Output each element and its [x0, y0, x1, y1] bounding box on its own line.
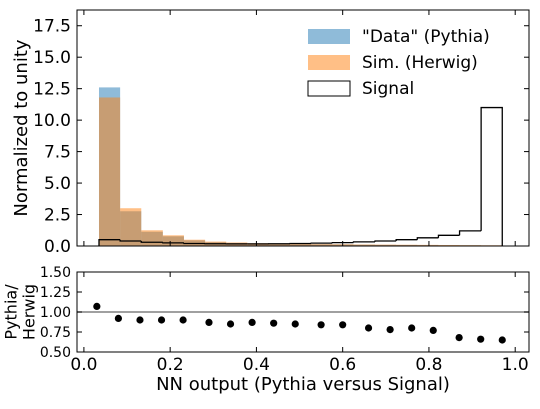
ratio-point [477, 336, 484, 343]
ratio-point [387, 326, 394, 333]
x-axis-label: NN output (Pythia versus Signal) [156, 374, 450, 395]
histogram-step [438, 235, 459, 238]
ratio-point [227, 320, 234, 327]
y-tick-label: 1.50 [40, 265, 71, 281]
x-tick-label: 0.6 [329, 355, 356, 375]
histogram-step [375, 241, 396, 242]
legend-label: Signal [362, 79, 414, 99]
ratio-point [136, 316, 143, 323]
ratio-y-label: Herwig [20, 284, 39, 340]
y-axis-label: Normalized to unity [11, 39, 32, 216]
ratio-point [430, 327, 437, 334]
legend-label: "Data" (Pythia) [362, 27, 490, 47]
histogram-step [460, 231, 482, 235]
ratio-point [205, 319, 212, 326]
ratio-point [456, 334, 463, 341]
legend-swatch [308, 81, 350, 96]
ratio-y-label: Pythia/ [2, 284, 21, 340]
legend-swatch [308, 55, 350, 70]
y-tick-label: 10.0 [33, 111, 71, 131]
y-tick-label: 2.5 [44, 206, 71, 226]
legend-swatch [308, 29, 350, 44]
ratio-point [158, 316, 165, 323]
ratio-point [318, 321, 325, 328]
histogram-step [163, 242, 184, 243]
x-tick-label: 0.4 [243, 355, 270, 375]
ratio-point [249, 319, 256, 326]
ratio-point [270, 320, 277, 327]
ratio-point [292, 320, 299, 327]
histogram-bar [163, 235, 184, 246]
y-tick-label: 7.5 [44, 143, 71, 163]
ratio-point [179, 316, 186, 323]
x-tick-label: 0.0 [70, 355, 97, 375]
x-tick-label: 0.2 [157, 355, 184, 375]
y-tick-label: 1.25 [40, 285, 71, 301]
y-tick-label: 15.0 [33, 48, 71, 68]
histogram-step [184, 243, 205, 244]
y-tick-label: 0.0 [44, 237, 71, 257]
ratio-point [93, 303, 100, 310]
ratio-point [115, 315, 122, 322]
ratio-point [499, 336, 506, 343]
histogram-step [353, 242, 375, 243]
y-tick-label: 17.5 [33, 17, 71, 37]
ratio-point [408, 324, 415, 331]
y-tick-label: 0.50 [40, 345, 71, 361]
y-tick-label: 12.5 [33, 80, 71, 100]
y-tick-label: 5.0 [44, 174, 71, 194]
histogram-step [481, 108, 502, 246]
x-tick-label: 0.8 [415, 355, 442, 375]
ratio-point [365, 324, 372, 331]
x-tick-label: 1.0 [502, 355, 529, 375]
legend-label: Sim. (Herwig) [362, 53, 478, 73]
histogram-bar [141, 230, 163, 246]
ratio-point [339, 321, 346, 328]
histogram-step [417, 238, 438, 240]
histogram-bar [99, 97, 120, 246]
y-tick-label: 1.00 [40, 305, 71, 321]
y-tick-label: 0.75 [40, 325, 71, 341]
histogram-step [396, 240, 417, 241]
